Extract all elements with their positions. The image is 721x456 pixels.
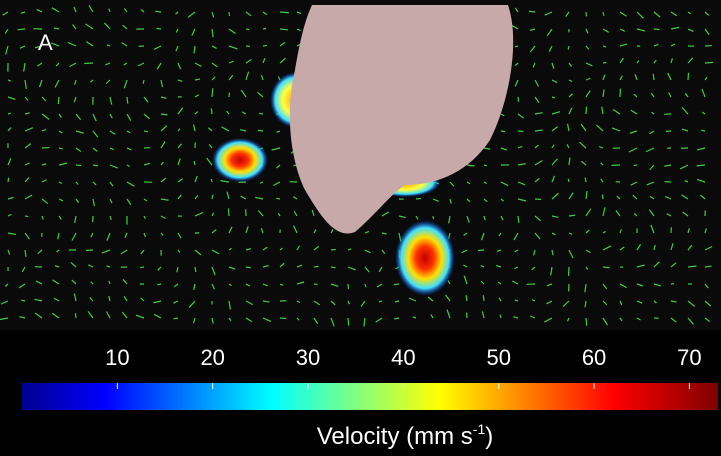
vector-arrow bbox=[263, 45, 267, 46]
vector-arrow bbox=[212, 88, 213, 97]
vector-arrow bbox=[701, 130, 705, 131]
vector-arrow bbox=[501, 131, 505, 132]
vector-arrow bbox=[58, 97, 59, 104]
vector-arrow bbox=[568, 46, 569, 50]
vector-arrow bbox=[8, 178, 9, 182]
figure: A 10 20 30 40 50 60 70 Velocity (mm s-1) bbox=[0, 0, 721, 456]
vector-arrow bbox=[194, 161, 195, 165]
tick-label: 40 bbox=[391, 345, 415, 370]
vector-arrow bbox=[246, 267, 251, 268]
vector-arrow bbox=[529, 11, 535, 12]
vector-arrow bbox=[157, 284, 161, 285]
vector-arrow bbox=[416, 198, 421, 199]
tick-label: 70 bbox=[677, 345, 701, 370]
vector-arrow bbox=[688, 73, 689, 80]
vector-arrow bbox=[161, 114, 168, 115]
vector-arrow bbox=[156, 28, 161, 29]
vector-arrow bbox=[586, 318, 587, 326]
vector-arrow bbox=[144, 131, 148, 132]
vector-arrow bbox=[86, 250, 93, 251]
vector-arrow bbox=[603, 267, 610, 268]
vector-arrow bbox=[602, 195, 603, 199]
vector-arrow bbox=[568, 179, 569, 182]
vector-arrow bbox=[155, 11, 161, 12]
tick-label: 60 bbox=[582, 345, 606, 370]
vector-arrow bbox=[276, 198, 280, 199]
vector-arrow bbox=[211, 179, 212, 182]
vector-arrow bbox=[483, 295, 484, 301]
vector-arrow bbox=[515, 46, 518, 47]
vector-arrow bbox=[653, 74, 654, 80]
vector-arrow bbox=[603, 62, 607, 63]
vector-arrow bbox=[195, 267, 196, 272]
vector-arrow bbox=[280, 29, 288, 30]
vector-arrow bbox=[228, 208, 229, 216]
vector-arrow bbox=[518, 216, 519, 223]
vector-arrow bbox=[246, 29, 249, 30]
vector-arrow bbox=[552, 97, 555, 98]
label-suffix: ) bbox=[485, 423, 493, 450]
vector-arrow bbox=[634, 165, 637, 166]
colorbar-ticks: 10 20 30 40 50 60 70 bbox=[105, 345, 702, 389]
tick-label: 30 bbox=[296, 345, 320, 370]
label-superscript: -1 bbox=[473, 421, 486, 437]
tick-label: 20 bbox=[200, 345, 224, 370]
vector-arrow bbox=[18, 29, 25, 30]
vector-arrow bbox=[478, 250, 484, 251]
vector-arrow bbox=[654, 29, 659, 30]
vortex bbox=[212, 138, 268, 182]
label-text: Velocity (mm s bbox=[317, 423, 473, 450]
vector-arrow bbox=[314, 266, 319, 267]
vector-arrow bbox=[394, 284, 399, 285]
vector-arrow bbox=[259, 113, 263, 114]
vector-arrow bbox=[25, 216, 28, 217]
vector-arrow bbox=[348, 318, 349, 326]
colorbar-label: Velocity (mm s-1) bbox=[317, 421, 493, 450]
colorbar bbox=[22, 383, 718, 410]
vector-arrow bbox=[484, 165, 487, 166]
vector-arrow bbox=[140, 267, 144, 268]
vector-arrow bbox=[258, 130, 263, 131]
vector-arrow bbox=[84, 63, 93, 64]
tick-label: 50 bbox=[486, 345, 510, 370]
vector-arrow bbox=[75, 313, 76, 318]
vector-arrow bbox=[331, 249, 336, 250]
vector-arrow bbox=[603, 12, 604, 16]
vector-arrow bbox=[211, 108, 212, 114]
vector-arrow bbox=[76, 165, 81, 166]
tick-label: 10 bbox=[105, 345, 129, 370]
vector-arrow bbox=[8, 113, 11, 114]
vector-arrow bbox=[212, 195, 213, 199]
vortex bbox=[395, 220, 455, 296]
vector-arrow bbox=[143, 80, 144, 84]
vector-arrow bbox=[705, 62, 713, 63]
vector-arrow bbox=[518, 131, 523, 132]
vector-arrow bbox=[127, 97, 128, 103]
vector-arrow bbox=[518, 97, 519, 102]
vector-arrow bbox=[280, 12, 289, 13]
vector-arrow bbox=[331, 267, 336, 268]
vector-arrow bbox=[173, 318, 178, 319]
panel-label: A bbox=[38, 30, 53, 55]
vector-arrow bbox=[21, 300, 25, 301]
